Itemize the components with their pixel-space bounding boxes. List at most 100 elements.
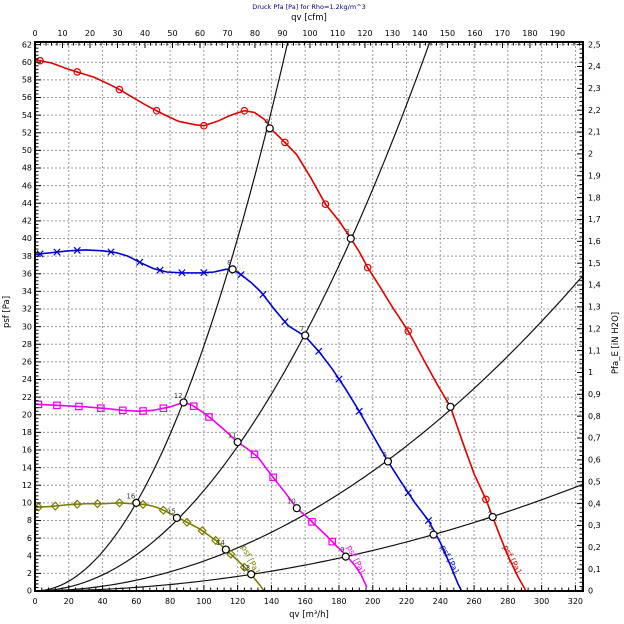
left-tick-label: 10 <box>22 499 32 508</box>
top-tick-label: 180 <box>522 29 537 38</box>
left-axis-label: psf [Pa] <box>2 296 12 328</box>
marker-dot <box>366 266 369 269</box>
right-tick-label: 1 <box>588 368 593 377</box>
right-tick-label: 1,4 <box>588 281 601 290</box>
left-tick-label: 46 <box>22 181 32 190</box>
right-tick-label: 1,9 <box>588 171 601 180</box>
system-resistance-curves <box>34 41 584 592</box>
marker-x <box>335 375 343 383</box>
operating-point-label: 13 <box>241 564 250 572</box>
right-tick-label: 0,1 <box>588 565 601 574</box>
left-tick-label: 52 <box>22 128 32 137</box>
marker-dot <box>202 124 205 127</box>
operating-point-2 <box>446 402 455 411</box>
top-tick-label: 160 <box>467 29 482 38</box>
operating-point-3 <box>346 234 355 243</box>
operating-point-label: 16 <box>126 492 135 500</box>
operating-point-7 <box>301 331 310 340</box>
marker-dot <box>284 141 286 144</box>
top-tick-label: 150 <box>440 29 455 38</box>
marker-square <box>53 401 61 410</box>
operating-point-9 <box>341 552 350 561</box>
operating-point-label: 14 <box>216 539 225 547</box>
right-tick-label: 1,5 <box>588 259 601 268</box>
system-curve-3 <box>34 275 584 592</box>
marker-diamond <box>226 549 236 559</box>
curve-markers-olive <box>33 498 250 572</box>
operating-point-16 <box>132 498 141 507</box>
left-tick-label: 38 <box>22 252 32 261</box>
marker-dot <box>39 59 41 62</box>
right-tick-label: 0,5 <box>588 477 601 486</box>
top-tick-label: 30 <box>112 29 122 38</box>
operating-points: 4 3 2 1 8 7 6 5 12 11 10 9 16 15 14 13 <box>126 118 497 579</box>
left-tick-label: 4 <box>27 551 32 560</box>
left-tick-label: 6 <box>27 534 32 543</box>
left-tick-label: 16 <box>22 446 32 455</box>
operating-point-5 <box>429 530 438 539</box>
operating-point-label: 5 <box>428 524 432 532</box>
marker-x <box>178 269 186 277</box>
operating-point-14 <box>221 545 230 554</box>
left-tick-label: 34 <box>22 287 32 296</box>
marker-x <box>259 290 267 299</box>
left-tick-label: 18 <box>22 428 32 437</box>
left-tick-label: 62 <box>22 40 32 49</box>
system-curve-1 <box>34 41 289 592</box>
marker-circle-dot <box>363 263 372 272</box>
left-tick-label: 14 <box>22 463 32 472</box>
left-tick-label: 48 <box>22 164 32 173</box>
right-tick-label: 0,2 <box>588 543 601 552</box>
marker-x <box>73 246 81 255</box>
fan-curve-magenta: psf [Pa] <box>34 401 368 588</box>
top-tick-label: 10 <box>57 29 67 38</box>
curve-markers-magenta <box>34 400 337 546</box>
right-tick-label: 0,3 <box>588 521 601 530</box>
marker-square <box>328 537 337 546</box>
marker-square <box>269 473 277 482</box>
left-tick-label: 58 <box>22 76 32 85</box>
marker-diamond <box>114 498 125 508</box>
chart-canvas: psf [Pa]psf [Pa]psf [Pa]psf [Pa]43218765… <box>22 29 601 606</box>
marker-x <box>136 258 144 266</box>
left-tick-label: 60 <box>22 58 32 67</box>
marker-square <box>308 518 316 526</box>
operating-point-label: 3 <box>345 228 349 236</box>
bottom-tick-label: 280 <box>500 597 515 606</box>
marker-square <box>205 413 213 421</box>
marker-dot <box>484 498 487 501</box>
right-tick-label: 1,7 <box>588 215 601 224</box>
fan-curve-line-red <box>34 58 527 591</box>
operating-point-8 <box>228 265 237 274</box>
top-tick-label: 110 <box>330 29 345 38</box>
right-tick-label: 2,4 <box>588 62 601 71</box>
marker-x <box>424 516 433 525</box>
marker-x <box>107 248 115 256</box>
bottom-tick-label: 200 <box>365 597 380 606</box>
bottom-tick-label: 160 <box>298 597 313 606</box>
right-tick-label: 2,3 <box>588 84 601 93</box>
left-tick-label: 42 <box>22 217 32 226</box>
bottom-tick-label: 100 <box>196 597 211 606</box>
operating-point-label: 4 <box>264 118 269 126</box>
marker-circle-dot <box>36 56 44 65</box>
marker-dot <box>118 88 121 91</box>
operating-point-11 <box>233 437 242 447</box>
marker-square <box>250 450 259 459</box>
left-tick-label: 12 <box>22 481 32 490</box>
fan-curve-line-magenta <box>34 401 368 588</box>
marker-square <box>159 404 168 413</box>
marker-diamond <box>50 501 60 511</box>
operating-point-10 <box>292 504 301 513</box>
marker-diamond <box>72 499 82 509</box>
marker-x <box>404 489 412 497</box>
left-tick-label: 0 <box>27 587 32 596</box>
operating-point-15 <box>172 513 181 522</box>
top-tick-label: 60 <box>195 29 205 38</box>
left-tick-label: 20 <box>22 410 32 419</box>
marker-x <box>53 248 61 256</box>
marker-diamond <box>92 499 103 509</box>
marker-dot <box>243 109 246 112</box>
right-tick-label: 0,9 <box>588 390 601 399</box>
